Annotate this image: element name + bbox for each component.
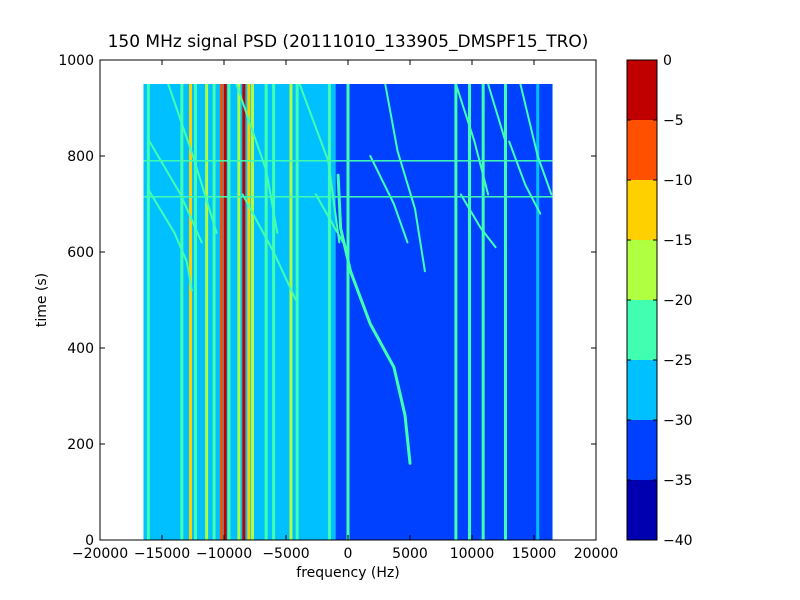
drift-track	[384, 84, 426, 273]
steady-emission-line	[251, 84, 255, 540]
steady-emission-line	[295, 84, 299, 540]
y-tick-label: 0	[85, 533, 94, 549]
x-tick-label: 20000	[574, 546, 619, 562]
x-tick-label: −15000	[134, 546, 190, 562]
colorbar-tick-label: 0	[663, 53, 672, 69]
drift-track	[454, 84, 490, 196]
drift-track	[148, 140, 203, 244]
colorbar-tick-label: −25	[663, 353, 693, 369]
x-tick-label: 15000	[512, 546, 557, 562]
steady-emission-line	[180, 84, 184, 540]
colorbar-segment	[627, 360, 657, 420]
horizontal-interference-line	[143, 196, 553, 198]
steady-emission-line	[212, 84, 216, 540]
colorbar-tick-label: −35	[663, 473, 693, 489]
drift-track	[235, 84, 279, 234]
steady-emission-line	[327, 84, 331, 540]
steady-emission-line	[223, 84, 227, 540]
drift-track	[147, 188, 193, 292]
drift-track	[508, 140, 542, 215]
steady-emission-line	[272, 84, 276, 540]
y-tick-label: 200	[67, 437, 94, 453]
main-drift-track	[336, 173, 412, 465]
x-tick-label: −5000	[262, 546, 309, 562]
steady-emission-line	[481, 84, 485, 540]
y-axis-label: time (s)	[34, 273, 50, 327]
steady-emission-line	[220, 84, 224, 540]
x-tick-label: 10000	[450, 546, 495, 562]
steady-emission-line	[503, 84, 507, 540]
horizontal-interference-line	[143, 160, 553, 162]
y-tick-label: 800	[67, 149, 94, 165]
steady-emission-line	[289, 84, 293, 540]
steady-emission-line	[536, 84, 540, 540]
colorbar: 0 −5 −10 −15 −20 −25 −30 −35 −40	[626, 53, 693, 549]
colorbar-segment	[627, 120, 657, 180]
x-tick-label: 5000	[392, 546, 428, 562]
psd-background-region	[335, 84, 553, 540]
steady-emission-line	[227, 84, 231, 540]
colorbar-tick-label: −40	[663, 533, 693, 549]
colorbar-segment	[627, 180, 657, 240]
x-tick-label: −20000	[72, 546, 128, 562]
steady-emission-line	[189, 84, 193, 540]
drift-track	[241, 193, 297, 301]
drift-track	[369, 155, 409, 244]
drift-track	[487, 84, 507, 143]
colorbar-segment	[627, 240, 657, 300]
colorbar-segment	[627, 60, 657, 120]
drift-track	[519, 84, 553, 196]
y-tick-label: 600	[67, 245, 94, 261]
steady-emission-line	[242, 84, 246, 540]
y-tick-label: 400	[67, 341, 94, 357]
colorbar-tick-label: −10	[663, 173, 693, 189]
colorbar-tick-label: −5	[663, 113, 684, 129]
drift-track	[459, 193, 497, 249]
drift-track	[167, 84, 218, 234]
drift-track	[314, 193, 344, 244]
colorbar-segment	[627, 300, 657, 360]
colorbar-segment	[627, 480, 657, 540]
steady-emission-line	[146, 84, 150, 540]
y-tick-label: 1000	[58, 53, 94, 69]
steady-emission-line	[237, 84, 241, 540]
steady-emission-line	[205, 84, 209, 540]
colorbar-tick-label: −20	[663, 293, 693, 309]
steady-emission-line	[193, 84, 197, 540]
x-axis-label: frequency (Hz)	[296, 565, 399, 581]
x-tick-label: −10000	[196, 546, 252, 562]
colorbar-tick-label: −30	[663, 413, 693, 429]
steady-emission-line	[468, 84, 472, 540]
drift-track	[298, 84, 341, 244]
chart-title: 150 MHz signal PSD (20111010_133905_DMSP…	[108, 32, 589, 52]
steady-emission-line	[264, 84, 268, 540]
steady-emission-line	[454, 84, 458, 540]
x-tick-label: 0	[344, 546, 353, 562]
steady-emission-line	[346, 84, 350, 540]
steady-emission-line	[247, 84, 251, 540]
colorbar-segment	[627, 420, 657, 480]
colorbar-tick-label: −15	[663, 233, 693, 249]
